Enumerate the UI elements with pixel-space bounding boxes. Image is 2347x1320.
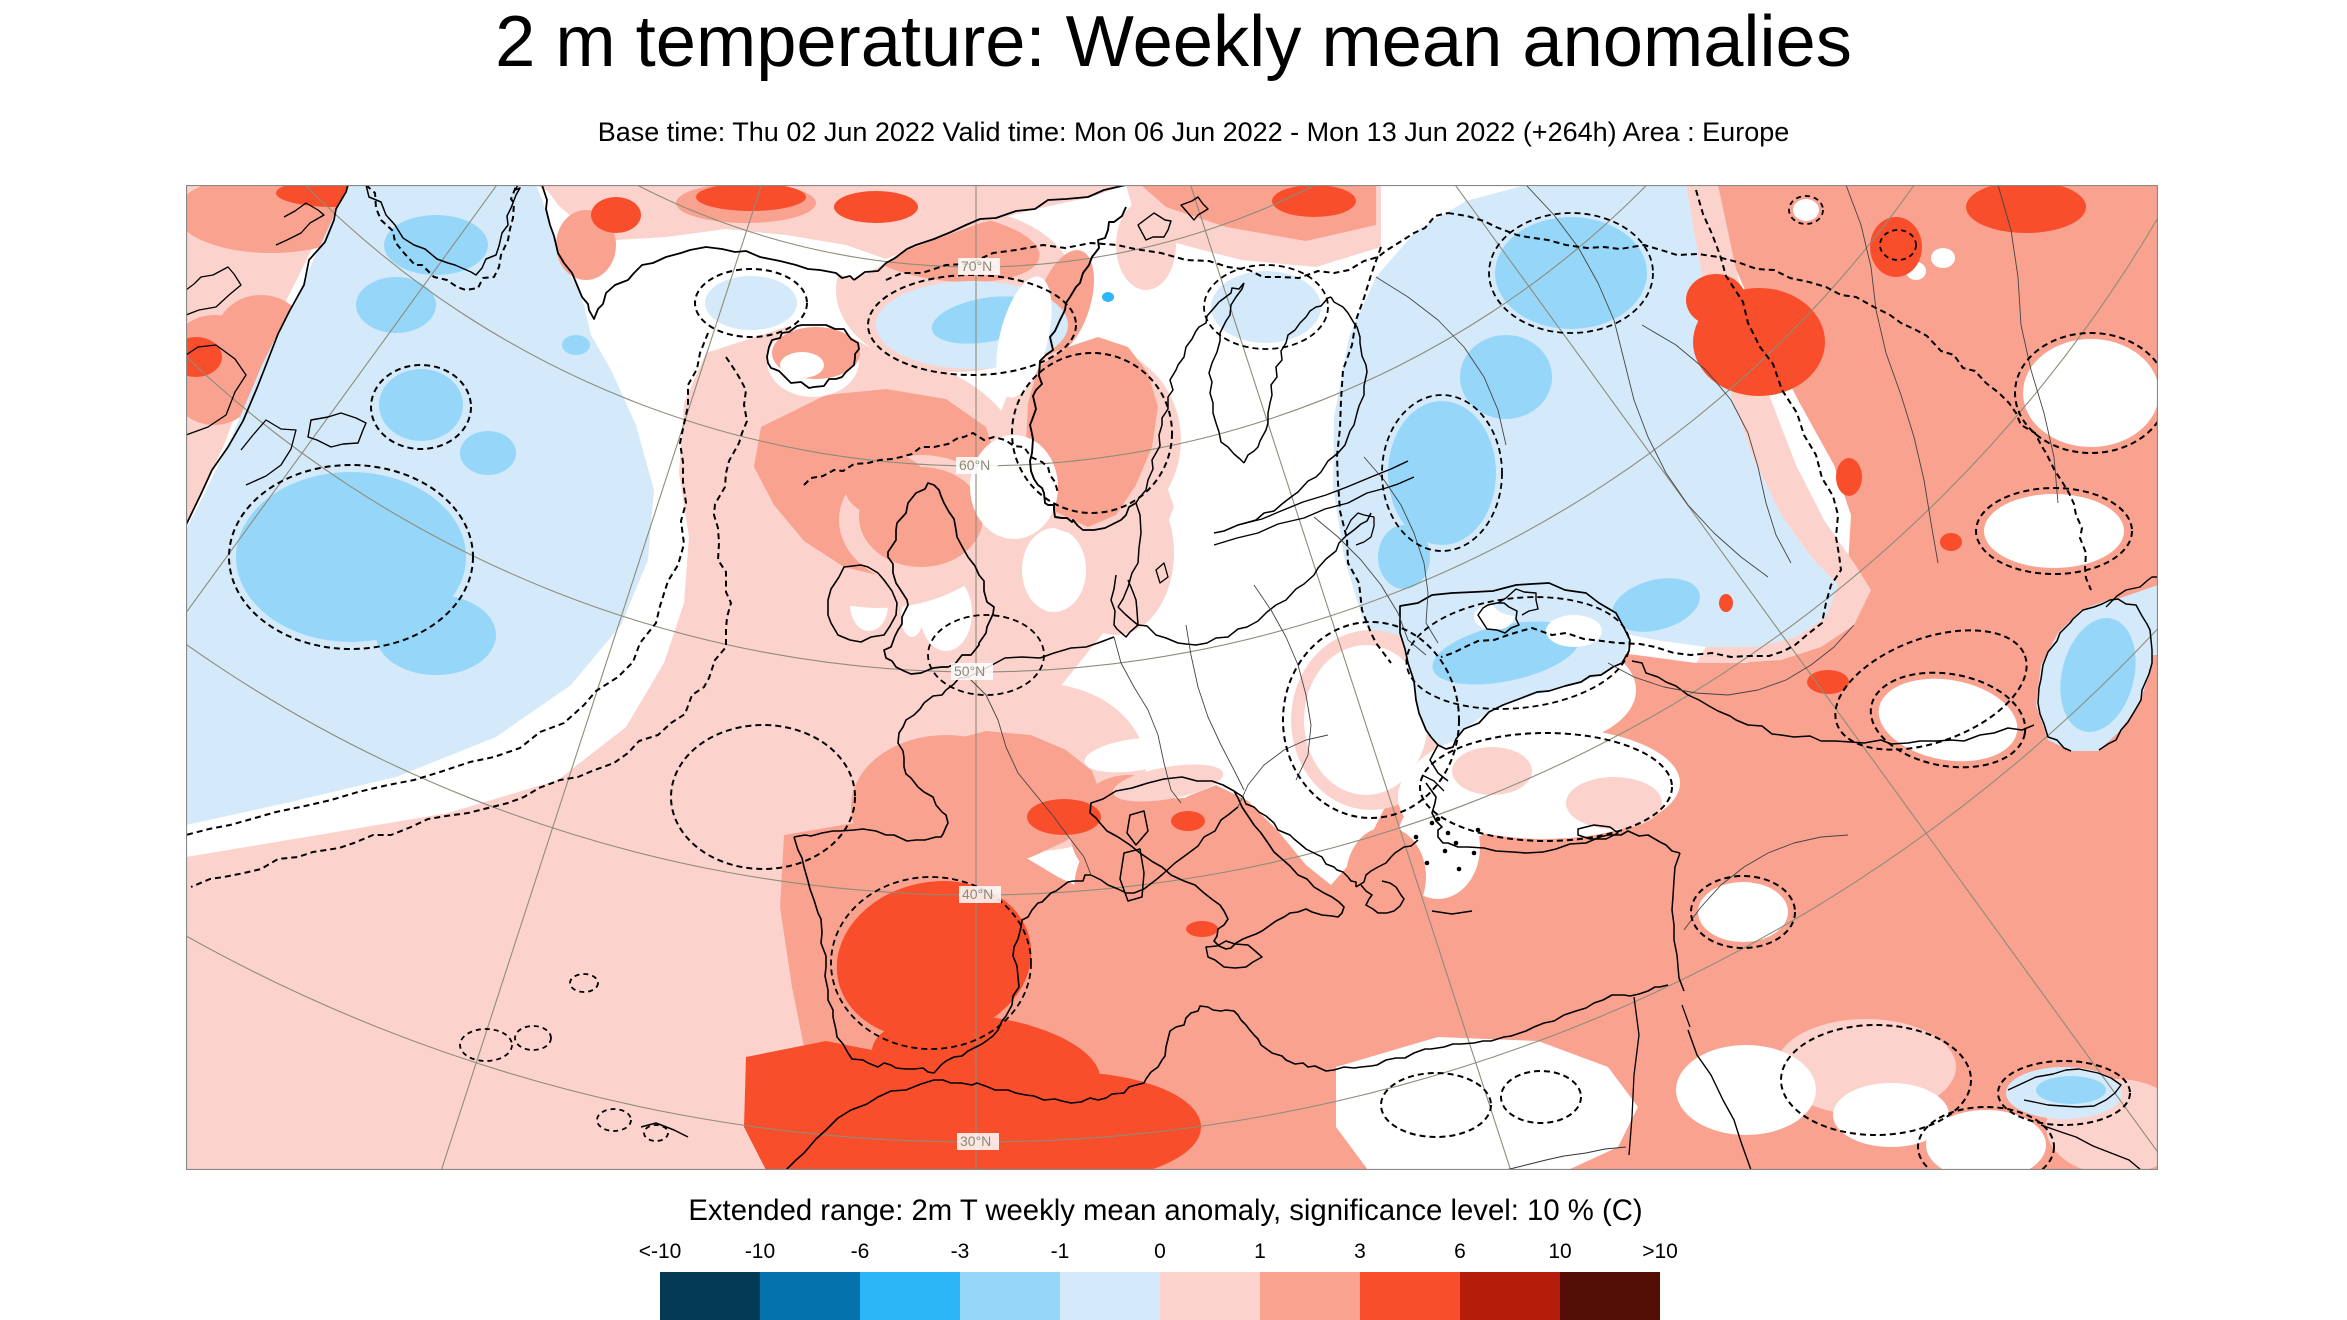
svg-text:70°N: 70°N xyxy=(961,258,992,274)
svg-text:30°N: 30°N xyxy=(960,1133,991,1149)
svg-text:60°N: 60°N xyxy=(959,457,990,473)
svg-text:40°N: 40°N xyxy=(962,886,993,902)
svg-text:50°N: 50°N xyxy=(954,663,985,679)
